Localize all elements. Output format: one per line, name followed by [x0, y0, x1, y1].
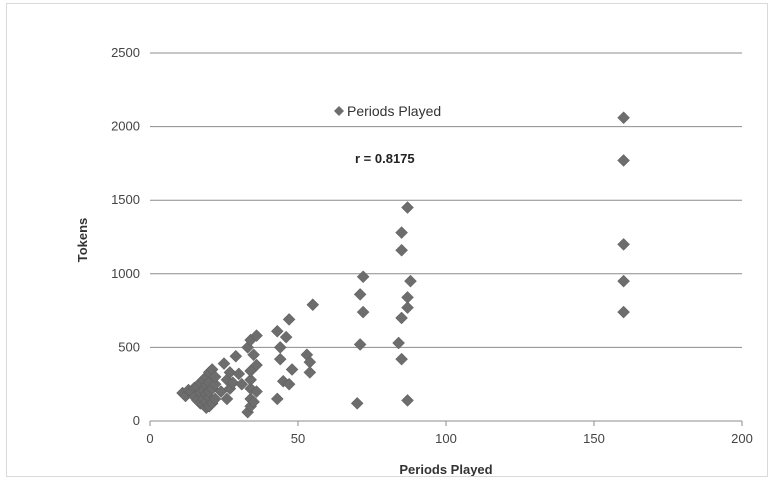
- data-point: [617, 305, 630, 319]
- correlation-annotation: r = 0.8175: [355, 151, 415, 166]
- data-point: [401, 290, 414, 304]
- data-point: [395, 311, 408, 325]
- gridlines: [150, 52, 742, 348]
- data-point: [250, 385, 263, 398]
- data-point: [247, 348, 260, 362]
- data-point: [208, 392, 222, 406]
- data-point: [235, 377, 249, 391]
- data-point: [401, 301, 414, 315]
- data-point: [617, 111, 630, 125]
- data-point: [229, 349, 243, 363]
- x-axis-title: Periods Played: [399, 462, 492, 476]
- data-point: [303, 366, 317, 379]
- data-point: [247, 395, 260, 409]
- data-point: [273, 352, 287, 366]
- data-point: [392, 336, 405, 350]
- data-point: [353, 338, 367, 351]
- data-point: [356, 305, 370, 319]
- data-point: [250, 358, 263, 372]
- data-point: [270, 324, 284, 338]
- data-point: [282, 313, 296, 326]
- axes: 0 500 1000 1500 2000 2500 0 50 100 150 200: [111, 45, 753, 446]
- y-tick-label: 2500: [111, 45, 140, 60]
- data-point: [223, 366, 237, 379]
- data-point: [401, 201, 414, 214]
- data-point: [244, 373, 257, 387]
- data-point: [306, 298, 320, 312]
- legend-label: Periods Played: [347, 103, 441, 119]
- legend: Periods Played: [334, 103, 441, 119]
- data-points: [176, 111, 630, 419]
- y-tick-label: 0: [133, 413, 140, 428]
- chart-frame: 0 500 1000 1500 2000 2500 0 50 100 150 200 Periods…: [6, 3, 768, 477]
- data-point: [285, 363, 299, 376]
- data-point: [395, 352, 408, 366]
- x-tick-label: 100: [435, 431, 457, 446]
- y-tick-label: 1500: [111, 192, 140, 207]
- data-point: [232, 367, 246, 381]
- y-tick-label: 1000: [111, 266, 140, 281]
- data-point: [270, 392, 284, 406]
- scatter-chart: 0 500 1000 1500 2000 2500 0 50 100 150 200 Periods…: [75, 45, 753, 476]
- data-point: [617, 274, 630, 288]
- data-point: [250, 329, 263, 342]
- y-tick-label: 2000: [111, 119, 140, 134]
- data-point: [617, 238, 630, 251]
- data-point: [395, 226, 408, 239]
- x-tick-label: 150: [583, 431, 605, 446]
- data-point: [282, 377, 296, 391]
- data-point: [395, 243, 408, 257]
- legend-marker: [334, 106, 344, 116]
- x-tick-label: 50: [291, 431, 305, 446]
- y-tick-label: 500: [118, 339, 140, 354]
- data-point: [279, 330, 293, 344]
- data-point: [217, 357, 231, 370]
- data-point: [273, 341, 287, 354]
- data-point: [226, 376, 240, 390]
- data-point: [617, 154, 630, 167]
- data-point: [208, 370, 222, 384]
- data-point: [350, 396, 364, 410]
- data-point: [404, 274, 417, 288]
- data-point: [220, 392, 234, 406]
- data-point: [401, 394, 414, 407]
- data-point: [356, 270, 370, 284]
- data-point: [353, 288, 367, 301]
- y-axis-title: Tokens: [75, 218, 90, 263]
- x-tick-label: 200: [731, 431, 753, 446]
- x-tick-label: 0: [146, 431, 153, 446]
- data-point: [208, 377, 222, 391]
